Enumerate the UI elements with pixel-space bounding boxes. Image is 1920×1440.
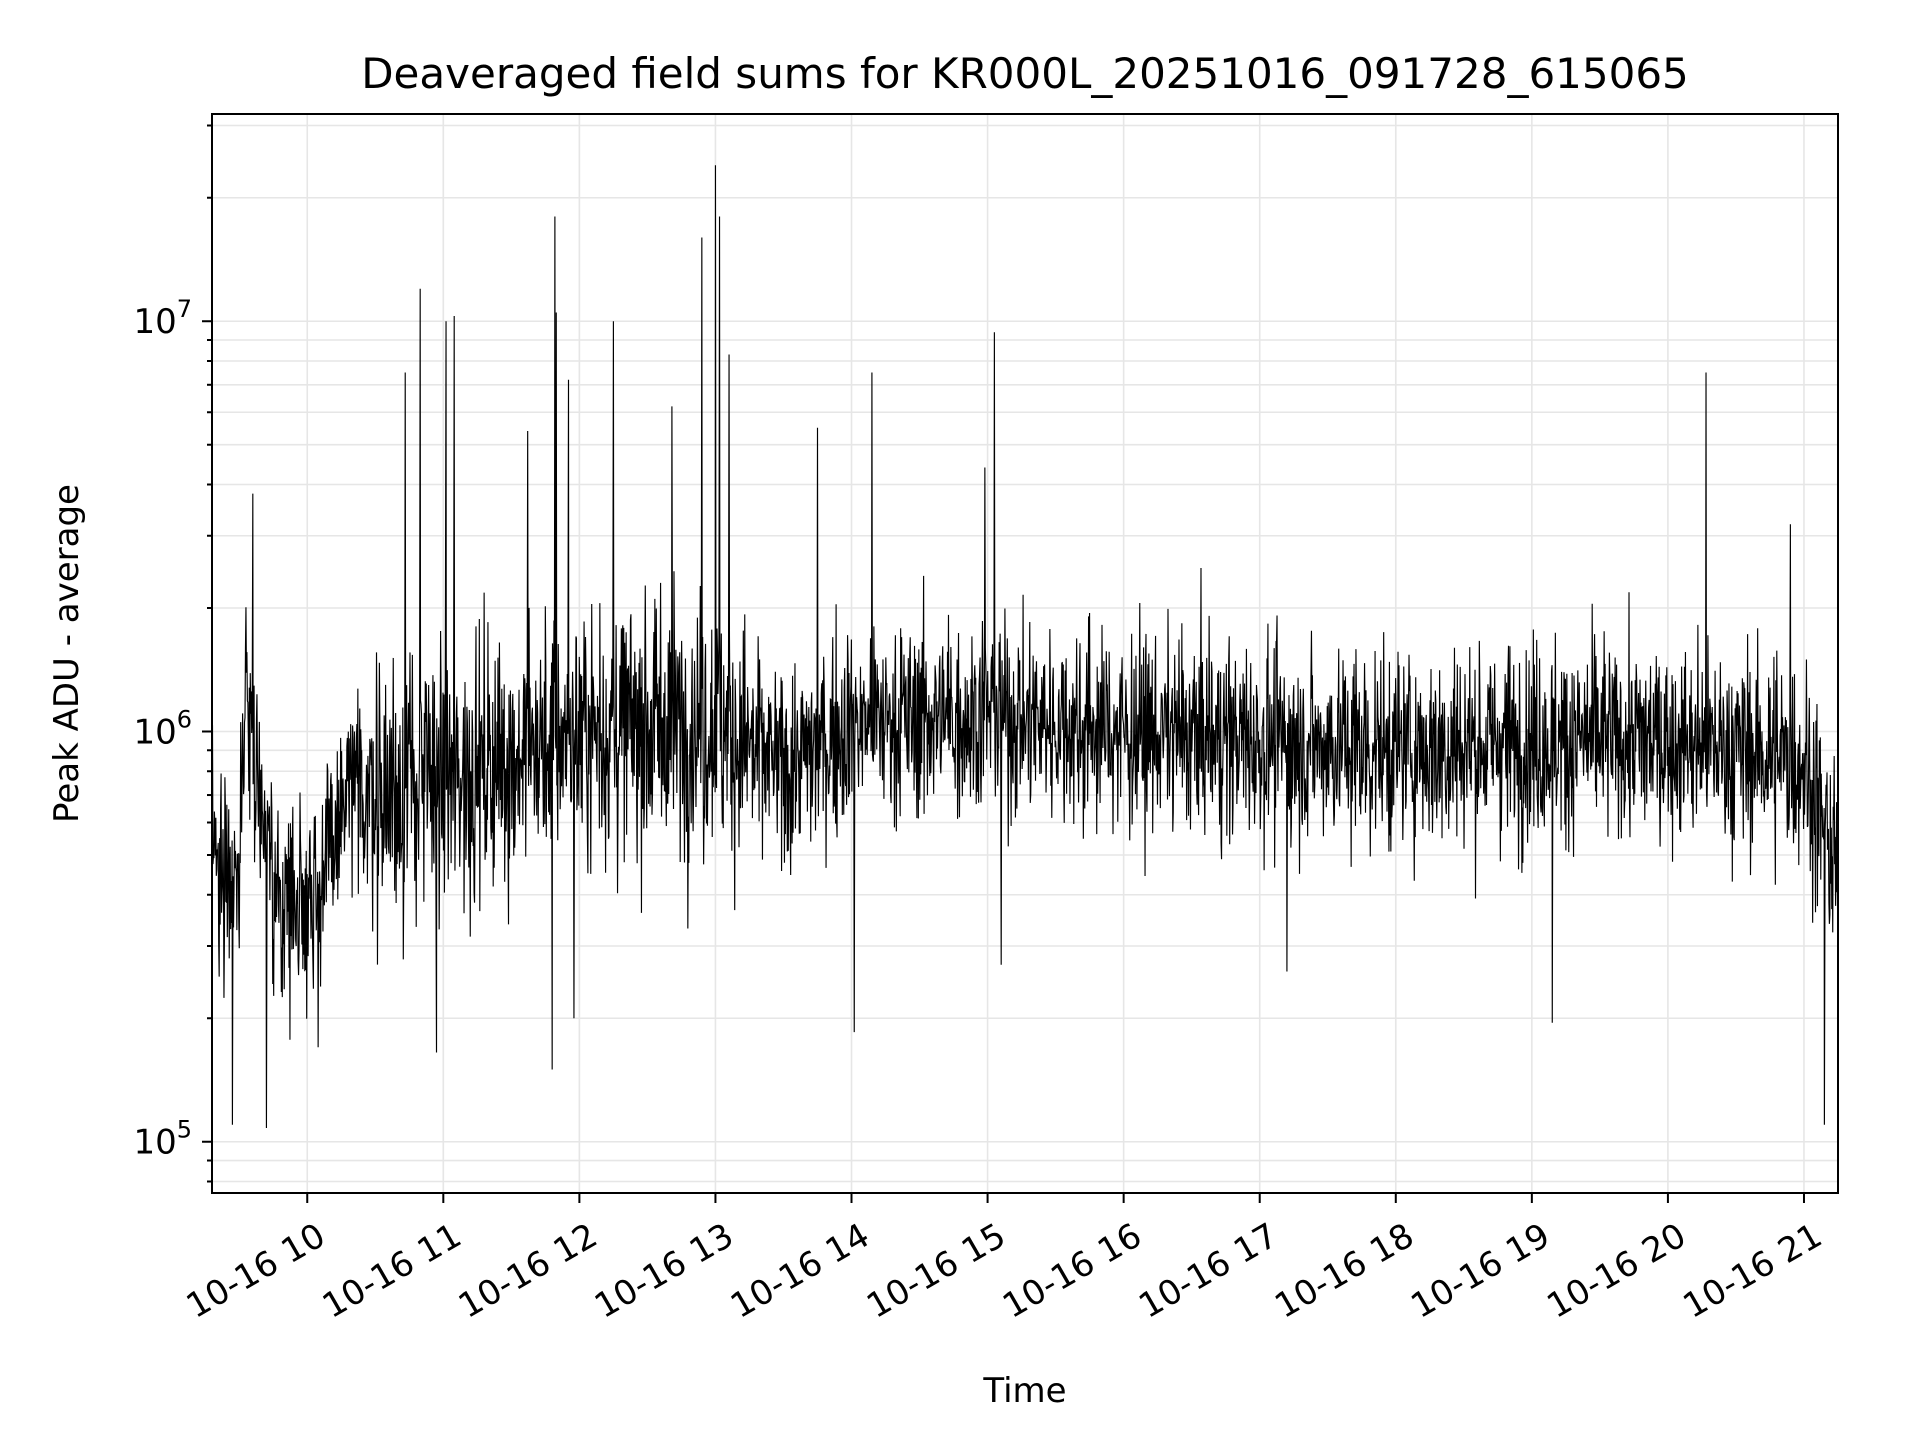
- y-tick-label-base: 10: [133, 1123, 176, 1163]
- x-tick-label: 10-16 11: [316, 1216, 468, 1327]
- x-tick-label: 10-16 13: [588, 1216, 740, 1327]
- x-tick-label: 10-16 10: [180, 1216, 332, 1327]
- y-tick-label: 106: [133, 705, 192, 752]
- x-tick-label: 10-16 12: [452, 1216, 604, 1327]
- y-tick-label-base: 10: [133, 302, 176, 342]
- series-layer: [211, 165, 1839, 1129]
- x-tick-label: 10-16 17: [1132, 1216, 1284, 1327]
- axes-frame: [211, 113, 1839, 1194]
- x-tick-label: 10-16 20: [1540, 1216, 1692, 1327]
- x-tick-label: 10-16 14: [724, 1216, 876, 1327]
- x-tick-label: 10-16 18: [1268, 1216, 1420, 1327]
- y-tick-label-exp: 6: [177, 705, 192, 733]
- series-line: [211, 165, 1839, 1129]
- y-tick-label-exp: 5: [177, 1116, 192, 1144]
- x-tick-label: 10-16 19: [1404, 1216, 1556, 1327]
- x-tick-label: 10-16 16: [996, 1216, 1148, 1327]
- x-tick-label: 10-16 15: [860, 1216, 1012, 1327]
- y-axis-label: Peak ADU - average: [47, 484, 87, 823]
- chart-title: Deaveraged field sums for KR000L_2025101…: [361, 49, 1689, 98]
- y-tick-label: 105: [133, 1116, 192, 1163]
- y-tick-label-exp: 7: [177, 295, 192, 323]
- grid: [212, 114, 1838, 1193]
- y-tick-label: 107: [133, 295, 192, 342]
- y-tick-label-base: 10: [133, 712, 176, 752]
- x-axis-label: Time: [982, 1371, 1066, 1411]
- x-tick-label: 10-16 21: [1676, 1216, 1828, 1327]
